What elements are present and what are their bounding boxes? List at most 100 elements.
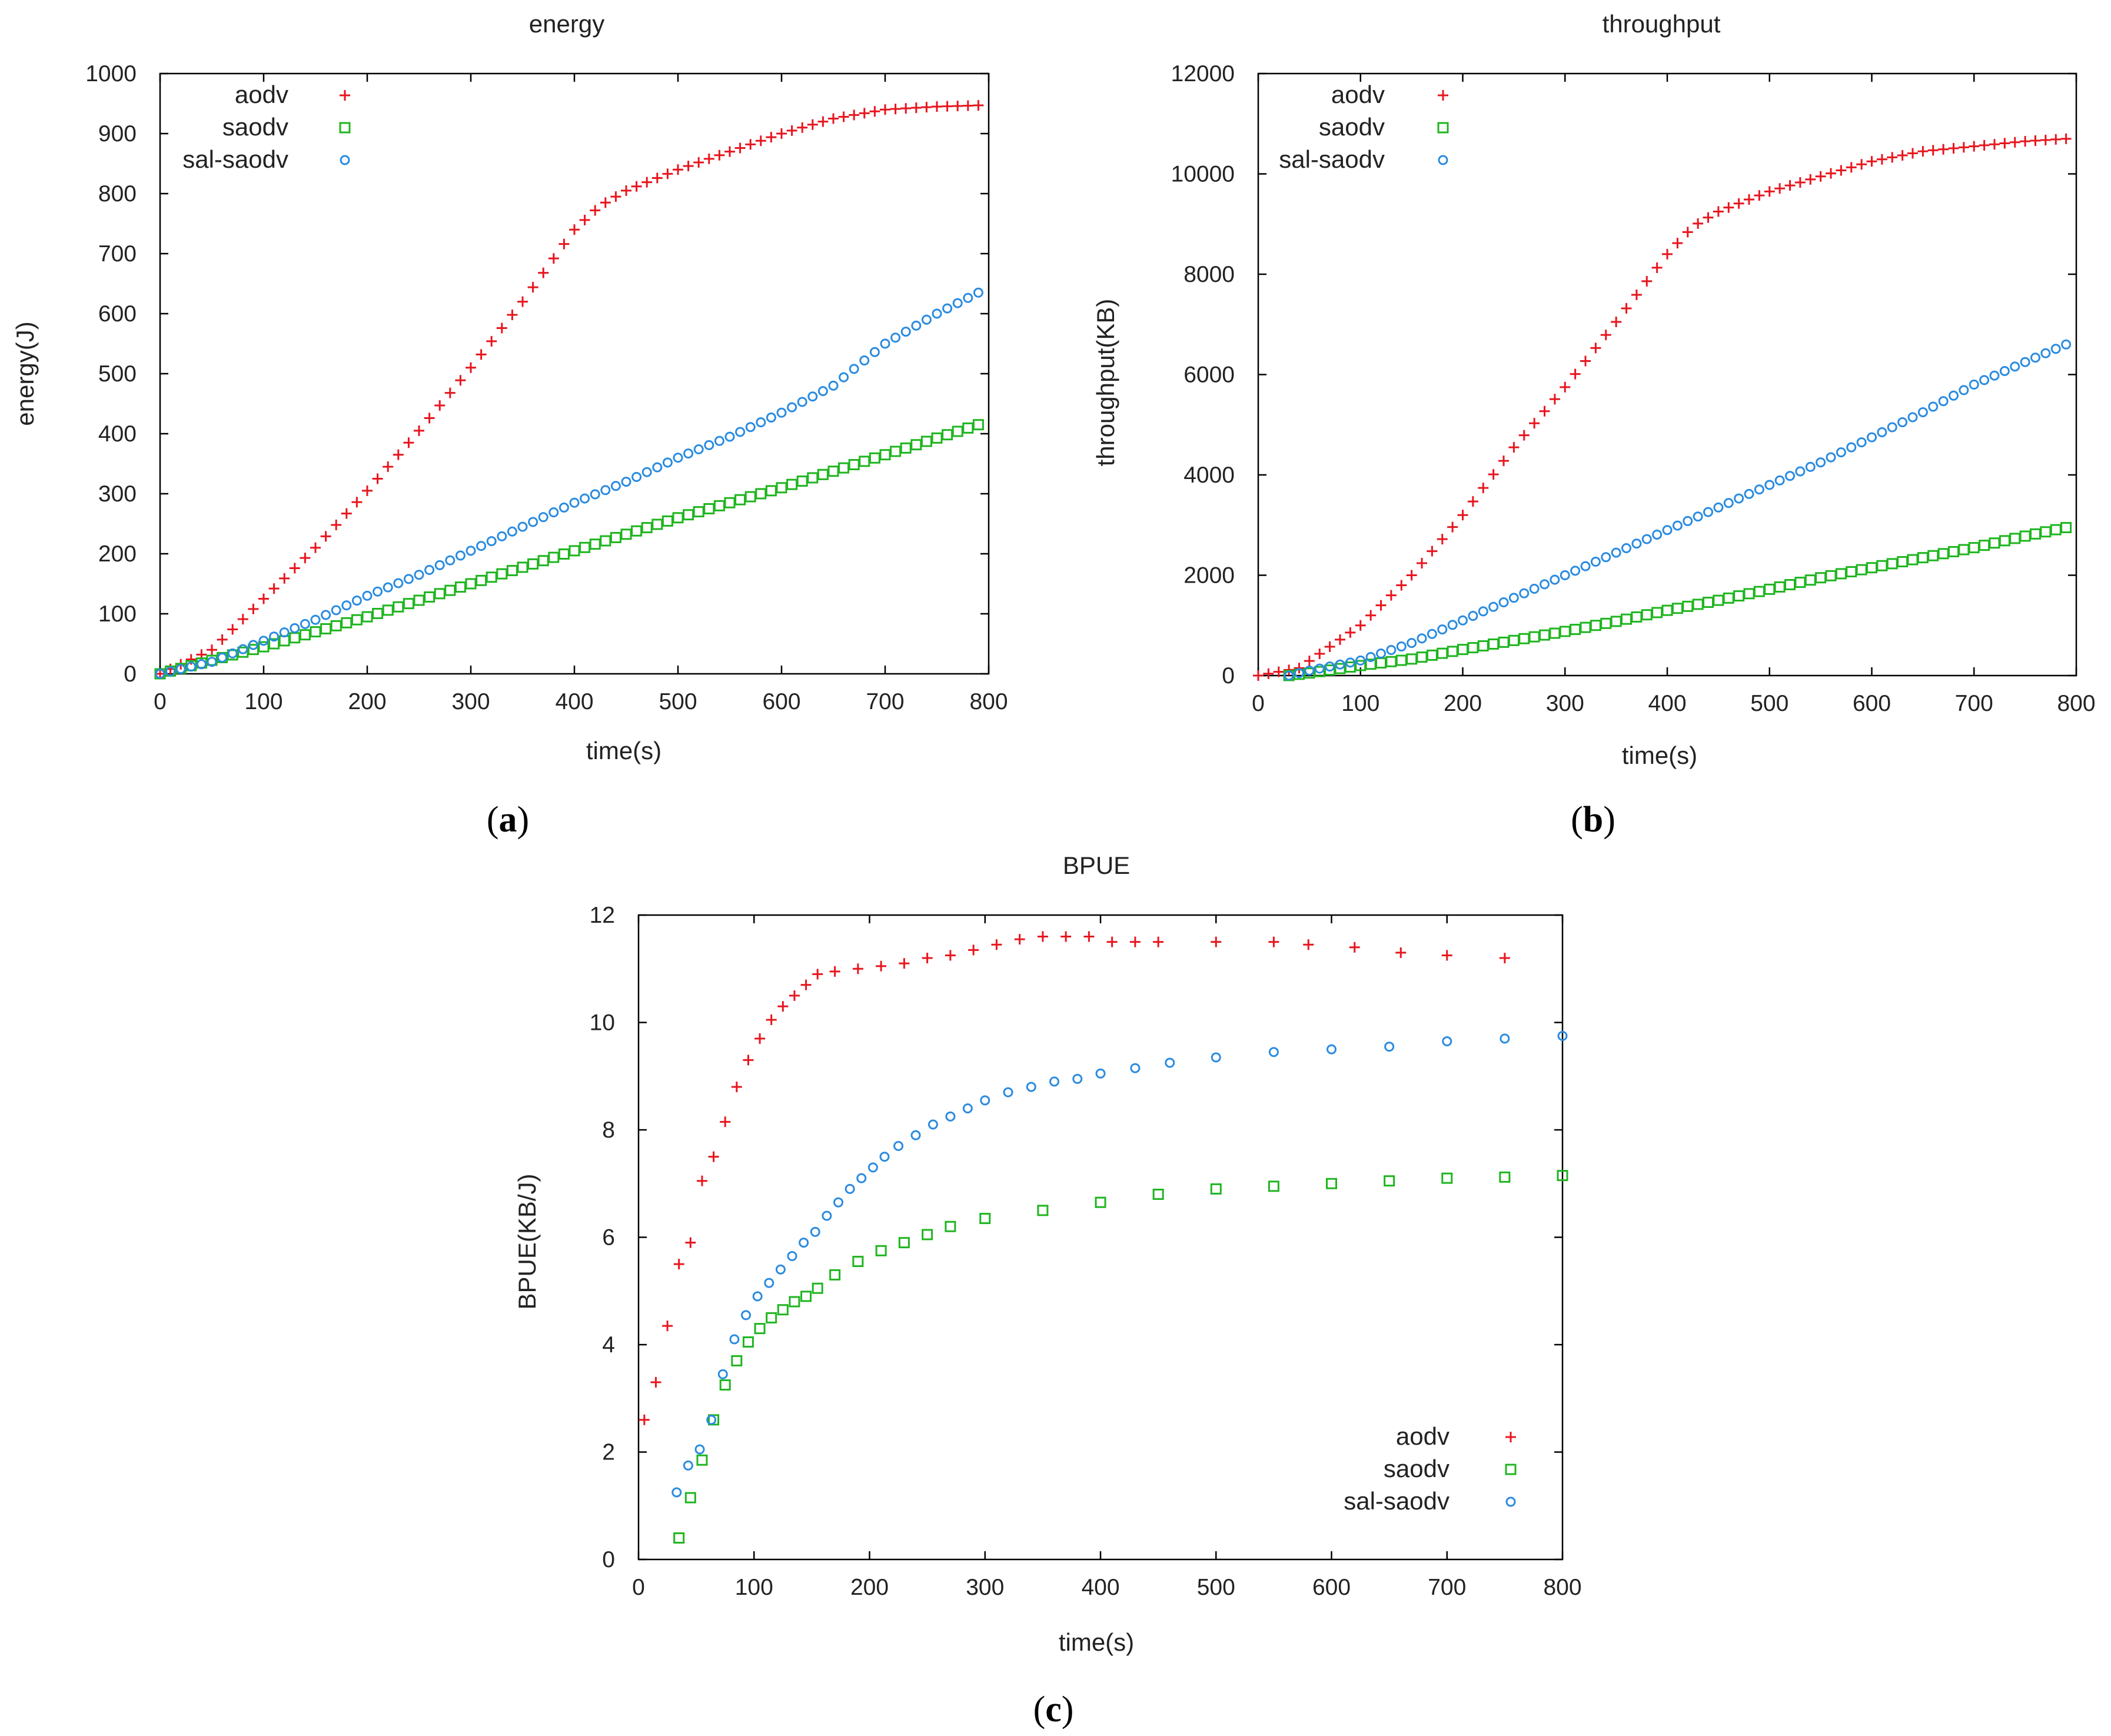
point-sal-saodv bbox=[2050, 344, 2061, 354]
point-aodv bbox=[890, 104, 901, 115]
point-sal-saodv bbox=[1325, 661, 1335, 672]
y-tick-label: 12000 bbox=[1171, 61, 1235, 87]
point-sal-saodv bbox=[269, 631, 280, 642]
point-sal-saodv bbox=[833, 1197, 844, 1208]
point-aodv bbox=[1815, 171, 1826, 182]
point-saodv bbox=[1395, 654, 1407, 666]
point-saodv bbox=[310, 626, 321, 638]
x-axis-label: time(s) bbox=[586, 737, 661, 764]
point-sal-saodv bbox=[1211, 1052, 1221, 1063]
point-saodv bbox=[1621, 613, 1632, 625]
point-aodv bbox=[1106, 936, 1118, 947]
point-saodv bbox=[1825, 570, 1837, 581]
point-saodv bbox=[2060, 522, 2072, 534]
legend-label-saodv: saodv bbox=[222, 113, 288, 141]
point-sal-saodv bbox=[1867, 432, 1877, 443]
point-sal-saodv bbox=[186, 661, 197, 672]
y-tick-label: 500 bbox=[98, 361, 137, 387]
point-sal-saodv bbox=[165, 666, 176, 677]
point-sal-saodv bbox=[756, 417, 766, 428]
point-sal-saodv bbox=[175, 664, 186, 674]
y-tick-label: 0 bbox=[602, 1547, 615, 1572]
series-saodv bbox=[673, 1170, 1568, 1544]
point-sal-saodv bbox=[1672, 520, 1683, 531]
point-aodv bbox=[731, 1082, 742, 1092]
point-sal-saodv bbox=[1327, 1044, 1337, 1055]
point-sal-saodv bbox=[671, 1487, 682, 1498]
legend-symbol-saodv bbox=[1505, 1464, 1517, 1475]
point-sal-saodv bbox=[2030, 352, 2040, 363]
point-sal-saodv bbox=[980, 1095, 990, 1106]
point-saodv bbox=[776, 482, 787, 494]
point-saodv bbox=[1661, 604, 1673, 616]
point-aodv bbox=[1539, 405, 1550, 417]
point-sal-saodv bbox=[952, 298, 963, 308]
point-aodv bbox=[372, 473, 383, 484]
point-sal-saodv bbox=[683, 448, 694, 459]
x-tick-label: 300 bbox=[966, 1575, 1004, 1600]
x-tick-label: 400 bbox=[555, 689, 593, 714]
legend-label-aodv: aodv bbox=[1396, 1422, 1450, 1450]
point-sal-saodv bbox=[1641, 534, 1652, 544]
plot-frame bbox=[637, 914, 1564, 1561]
point-sal-saodv bbox=[1396, 641, 1407, 652]
point-sal-saodv bbox=[921, 314, 932, 325]
point-aodv bbox=[1129, 936, 1141, 947]
point-saodv bbox=[454, 581, 466, 593]
point-saodv bbox=[754, 1323, 766, 1335]
point-aodv bbox=[1794, 177, 1806, 188]
point-sal-saodv bbox=[1601, 552, 1611, 563]
point-aodv bbox=[1856, 159, 1867, 170]
point-aodv bbox=[1958, 142, 1969, 153]
point-aodv bbox=[1263, 668, 1274, 679]
point-aodv bbox=[1846, 162, 1857, 173]
point-sal-saodv bbox=[714, 435, 724, 446]
point-saodv bbox=[289, 632, 301, 644]
point-sal-saodv bbox=[849, 364, 859, 374]
point-aodv bbox=[776, 128, 787, 139]
point-saodv bbox=[931, 432, 943, 444]
point-saodv bbox=[268, 638, 280, 650]
point-saodv bbox=[962, 422, 974, 434]
y-tick-label: 300 bbox=[98, 481, 137, 507]
x-tick-label: 0 bbox=[1252, 691, 1265, 716]
point-aodv bbox=[662, 168, 673, 179]
point-saodv bbox=[1528, 631, 1540, 643]
point-sal-saodv bbox=[610, 481, 621, 491]
x-tick-label: 100 bbox=[1341, 691, 1379, 716]
point-aodv bbox=[1284, 664, 1295, 676]
point-sal-saodv bbox=[817, 386, 828, 397]
point-sal-saodv bbox=[1662, 525, 1673, 536]
point-aodv bbox=[991, 939, 1002, 950]
point-saodv bbox=[684, 1492, 696, 1504]
point-sal-saodv bbox=[1355, 655, 1366, 666]
point-sal-saodv bbox=[1284, 670, 1294, 681]
point-sal-saodv bbox=[414, 570, 424, 580]
point-aodv bbox=[973, 100, 984, 111]
point-sal-saodv bbox=[1826, 452, 1836, 463]
point-saodv bbox=[1937, 548, 1949, 560]
chart-title: energy bbox=[529, 10, 604, 38]
point-saodv bbox=[548, 551, 560, 563]
point-aodv bbox=[1499, 953, 1510, 963]
point-sal-saodv bbox=[1427, 628, 1437, 639]
point-aodv bbox=[685, 1237, 696, 1248]
point-saodv bbox=[1979, 540, 1990, 551]
point-aodv bbox=[600, 197, 611, 208]
point-saodv bbox=[589, 538, 601, 550]
point-sal-saodv bbox=[196, 659, 207, 670]
point-aodv bbox=[507, 310, 518, 321]
point-aodv bbox=[414, 425, 424, 436]
point-aodv bbox=[1999, 138, 2010, 149]
point-aodv bbox=[1508, 442, 1520, 453]
y-tick-label: 10 bbox=[590, 1010, 615, 1036]
legend-marker-saodv bbox=[1437, 122, 1449, 134]
point-aodv bbox=[1417, 558, 1427, 569]
point-sal-saodv bbox=[445, 555, 456, 566]
point-saodv bbox=[719, 1379, 731, 1391]
point-sal-saodv bbox=[810, 1226, 820, 1237]
point-aodv bbox=[289, 563, 300, 574]
point-aodv bbox=[968, 945, 979, 956]
point-saodv bbox=[444, 584, 456, 596]
point-saodv bbox=[817, 468, 829, 480]
